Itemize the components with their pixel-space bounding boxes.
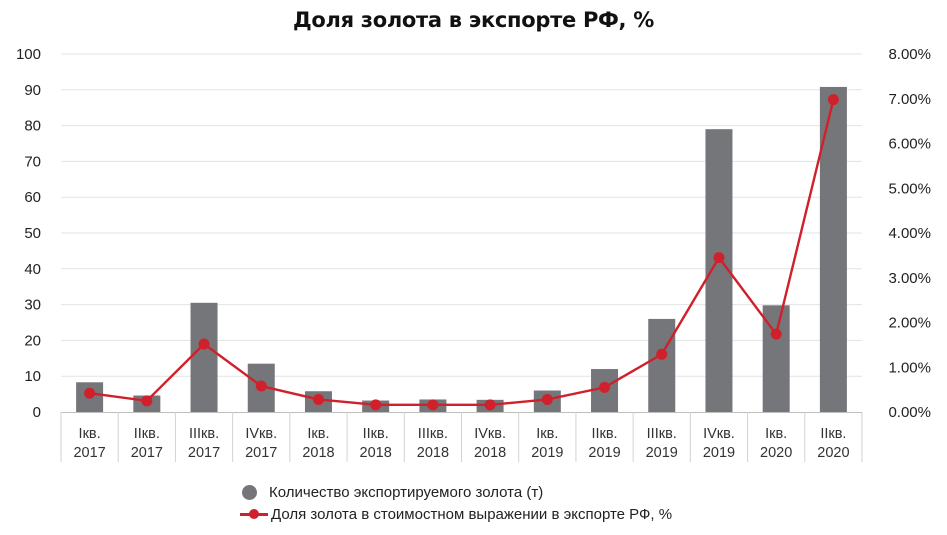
x-tick-label-year: 2019 <box>646 445 678 461</box>
line-point <box>541 393 553 405</box>
y-right-tick-label: 5.00% <box>888 180 931 197</box>
x-tick-label-year: 2017 <box>245 445 277 461</box>
y-left-tick-label: 20 <box>24 332 41 349</box>
y-right-tick-label: 8.00% <box>888 46 931 63</box>
legend-item-bars: Количество экспортируемого золота (т) <box>240 481 672 503</box>
y-right-tick-label: 0.00% <box>888 404 931 421</box>
y-left-tick-label: 90 <box>24 82 41 99</box>
y-right-tick-label: 3.00% <box>888 270 931 287</box>
x-tick-label-year: 2019 <box>588 445 620 461</box>
x-tick-label-year: 2018 <box>417 445 449 461</box>
y-right-tick-label: 7.00% <box>888 91 931 108</box>
x-tick-label-year: 2017 <box>73 445 105 461</box>
y-right-tick-label: 2.00% <box>888 315 931 332</box>
line-path <box>89 99 835 407</box>
line-point <box>827 94 839 106</box>
line-point <box>770 328 782 340</box>
x-tick-label-quarter: Iкв. <box>765 426 787 442</box>
x-tick-label-quarter: IVкв. <box>474 426 506 442</box>
x-tick-label-quarter: IIIкв. <box>189 426 219 442</box>
x-tick-label-year: 2020 <box>760 445 792 461</box>
line-point <box>370 399 382 411</box>
legend-label-bars: Количество экспортируемого золота (т) <box>269 483 544 501</box>
axes: 0 10 20 30 40 50 60 70 80 90 100 0.00% 1.00% 2.00% 3.0… <box>16 46 931 462</box>
x-tick-label-year: 2018 <box>302 445 334 461</box>
x-tick-label-quarter: Iкв. <box>307 426 329 442</box>
x-tick-label-quarter: Iкв. <box>536 426 558 442</box>
y-left-tick-label: 100 <box>16 46 41 63</box>
y-left-tick-label: 0 <box>33 404 41 421</box>
chart-title: Доля золота в экспорте РФ, % <box>293 8 654 32</box>
bar <box>648 318 676 412</box>
line-point <box>427 399 439 411</box>
x-tick-label-quarter: IIIкв. <box>647 426 677 442</box>
x-tick-label-year: 2018 <box>474 445 506 461</box>
y-left-tick-label: 60 <box>24 189 41 206</box>
x-tick-label-quarter: IIкв. <box>820 426 846 442</box>
x-tick-label-year: 2019 <box>531 445 563 461</box>
line-point <box>255 380 267 392</box>
y-right-tick-label: 6.00% <box>888 136 931 153</box>
x-tick-label-quarter: IIIкв. <box>418 426 448 442</box>
x-tick-label-quarter: IIкв. <box>363 426 389 442</box>
line-point <box>84 387 96 399</box>
legend-bar-swatch <box>242 484 257 500</box>
x-tick-label-year: 2019 <box>703 445 735 461</box>
y-right-tick-label: 1.00% <box>888 359 931 376</box>
x-tick-label-year: 2017 <box>188 445 220 461</box>
y-left-tick-label: 40 <box>24 261 41 278</box>
bar <box>190 302 218 412</box>
gridlines <box>61 53 862 377</box>
x-tick-label-quarter: IVкв. <box>703 426 735 442</box>
legend: Количество экспортируемого золота (т) До… <box>240 481 672 525</box>
legend-label-line: Доля золота в стоимостном выражении в эк… <box>271 505 673 523</box>
y-right-tick-label: 4.00% <box>888 225 931 242</box>
y-left-tick-label: 80 <box>24 118 41 135</box>
x-tick-label-quarter: IIкв. <box>134 426 160 442</box>
line-point <box>484 399 496 411</box>
x-tick-label-quarter: IIкв. <box>591 426 617 442</box>
y-left-tick-label: 30 <box>24 297 41 314</box>
x-tick-label-year: 2018 <box>360 445 392 461</box>
line-point <box>656 348 668 360</box>
y-left-tick-label: 70 <box>24 153 41 170</box>
bar-series <box>76 86 847 412</box>
x-tick-label-quarter: Iкв. <box>79 426 101 442</box>
line-point <box>141 395 153 407</box>
line-point <box>312 393 324 405</box>
x-tick-label-year: 2020 <box>817 445 849 461</box>
y-left-tick-label: 50 <box>24 225 41 242</box>
x-tick-label-quarter: IVкв. <box>245 426 277 442</box>
line-point <box>198 338 210 350</box>
y-left-tick-label: 10 <box>24 368 41 385</box>
line-point <box>599 381 611 393</box>
legend-item-line: Доля золота в стоимостном выражении в эк… <box>240 503 672 525</box>
x-tick-label-year: 2017 <box>131 445 163 461</box>
line-series <box>84 94 839 411</box>
legend-line-swatch <box>240 506 268 522</box>
line-point <box>713 252 725 264</box>
